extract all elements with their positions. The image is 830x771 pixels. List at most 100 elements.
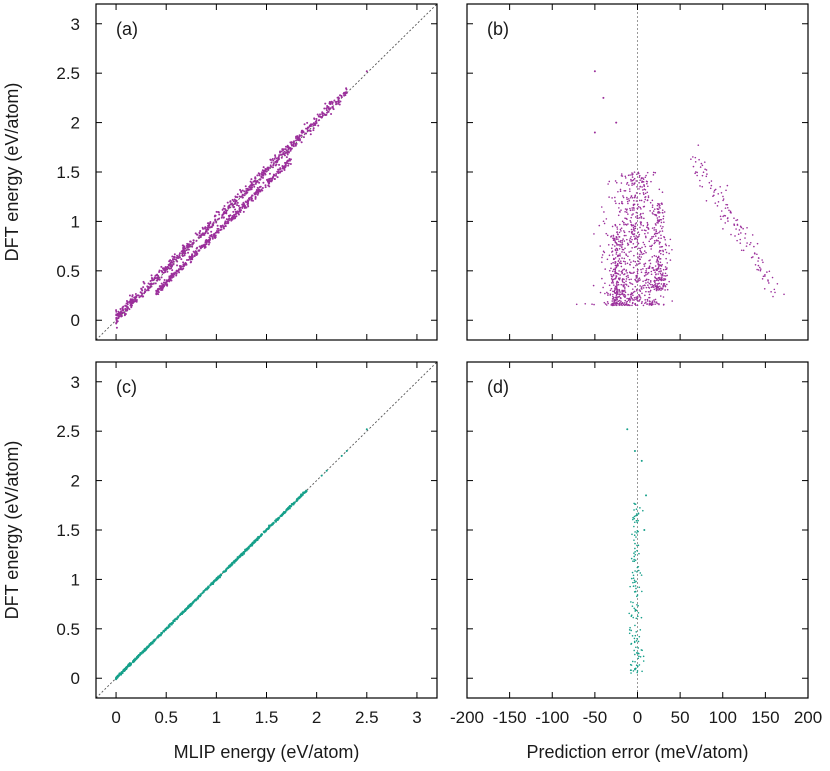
data-point — [655, 230, 658, 233]
data-point — [645, 229, 647, 232]
data-point — [317, 115, 320, 118]
data-point — [610, 287, 613, 290]
data-point — [345, 87, 348, 90]
data-point — [236, 193, 239, 196]
data-point — [621, 243, 623, 246]
data-point — [207, 225, 210, 228]
data-point — [647, 195, 650, 197]
data-point — [642, 181, 645, 183]
data-point — [226, 201, 229, 204]
data-point — [669, 259, 672, 261]
data-point — [151, 277, 154, 280]
data-point — [182, 248, 185, 251]
data-point — [243, 190, 246, 193]
data-point — [253, 539, 256, 543]
data-point — [694, 156, 697, 159]
data-point — [657, 237, 660, 239]
data-point — [210, 230, 213, 233]
data-point — [722, 199, 724, 202]
data-point — [611, 270, 614, 273]
data-point — [636, 615, 639, 618]
data-point — [622, 248, 625, 251]
data-point — [223, 570, 226, 573]
data-point — [249, 543, 252, 546]
data-point — [176, 616, 179, 619]
data-point — [624, 291, 627, 294]
data-point — [604, 303, 607, 305]
data-point — [637, 530, 639, 533]
data-point — [639, 285, 641, 287]
data-point — [639, 258, 642, 261]
data-point — [260, 176, 263, 179]
data-point — [655, 261, 658, 263]
data-point — [180, 250, 183, 253]
data-point — [626, 242, 629, 245]
data-point — [607, 302, 609, 305]
data-point — [619, 188, 622, 191]
data-point — [631, 304, 633, 307]
data-point — [637, 544, 640, 547]
data-point — [283, 169, 286, 172]
data-point — [699, 179, 701, 182]
data-point — [625, 302, 628, 305]
data-point — [210, 226, 213, 229]
scatter-points-c — [114, 428, 368, 681]
data-point — [648, 240, 651, 243]
x-tick-label: 3 — [412, 708, 421, 727]
data-point — [630, 629, 633, 632]
data-point — [651, 286, 653, 288]
data-point — [264, 186, 267, 189]
data-point — [645, 286, 648, 289]
data-point — [662, 217, 665, 220]
data-point — [181, 610, 185, 614]
x-tick-label: 1 — [212, 708, 221, 727]
data-point — [191, 256, 194, 259]
data-point — [629, 174, 631, 176]
data-point — [610, 273, 612, 276]
data-point — [604, 292, 606, 295]
data-point — [655, 239, 658, 241]
data-point — [116, 317, 119, 320]
data-point — [289, 162, 292, 165]
data-point — [606, 301, 609, 303]
data-point — [290, 143, 293, 146]
data-point — [658, 268, 660, 270]
data-point — [625, 284, 628, 286]
data-point — [282, 167, 285, 170]
data-point — [644, 192, 647, 195]
data-point — [266, 166, 269, 169]
data-point — [273, 178, 276, 181]
data-point — [660, 274, 663, 276]
data-point — [629, 301, 631, 303]
data-point — [621, 241, 623, 244]
data-point — [277, 158, 280, 161]
data-point — [638, 176, 641, 178]
data-point — [154, 282, 157, 285]
data-point — [188, 604, 191, 607]
data-point — [309, 133, 312, 136]
data-point — [160, 276, 163, 279]
data-point — [187, 258, 190, 261]
data-point — [604, 268, 607, 270]
data-point — [620, 209, 622, 211]
data-point — [766, 271, 768, 273]
data-point — [646, 303, 649, 305]
data-point — [329, 103, 332, 106]
data-point — [633, 199, 635, 202]
data-point — [602, 250, 605, 253]
data-point — [632, 266, 635, 269]
data-point — [632, 179, 635, 181]
data-point — [614, 223, 617, 226]
data-point — [305, 132, 308, 135]
data-point — [175, 274, 178, 277]
data-point — [621, 239, 624, 242]
data-point — [208, 236, 211, 239]
data-point — [635, 192, 638, 194]
data-point — [657, 202, 659, 205]
data-point — [636, 289, 638, 292]
data-point — [648, 265, 651, 267]
data-point — [279, 151, 282, 154]
data-point — [623, 286, 626, 288]
data-point — [616, 244, 619, 246]
data-point — [626, 200, 629, 203]
